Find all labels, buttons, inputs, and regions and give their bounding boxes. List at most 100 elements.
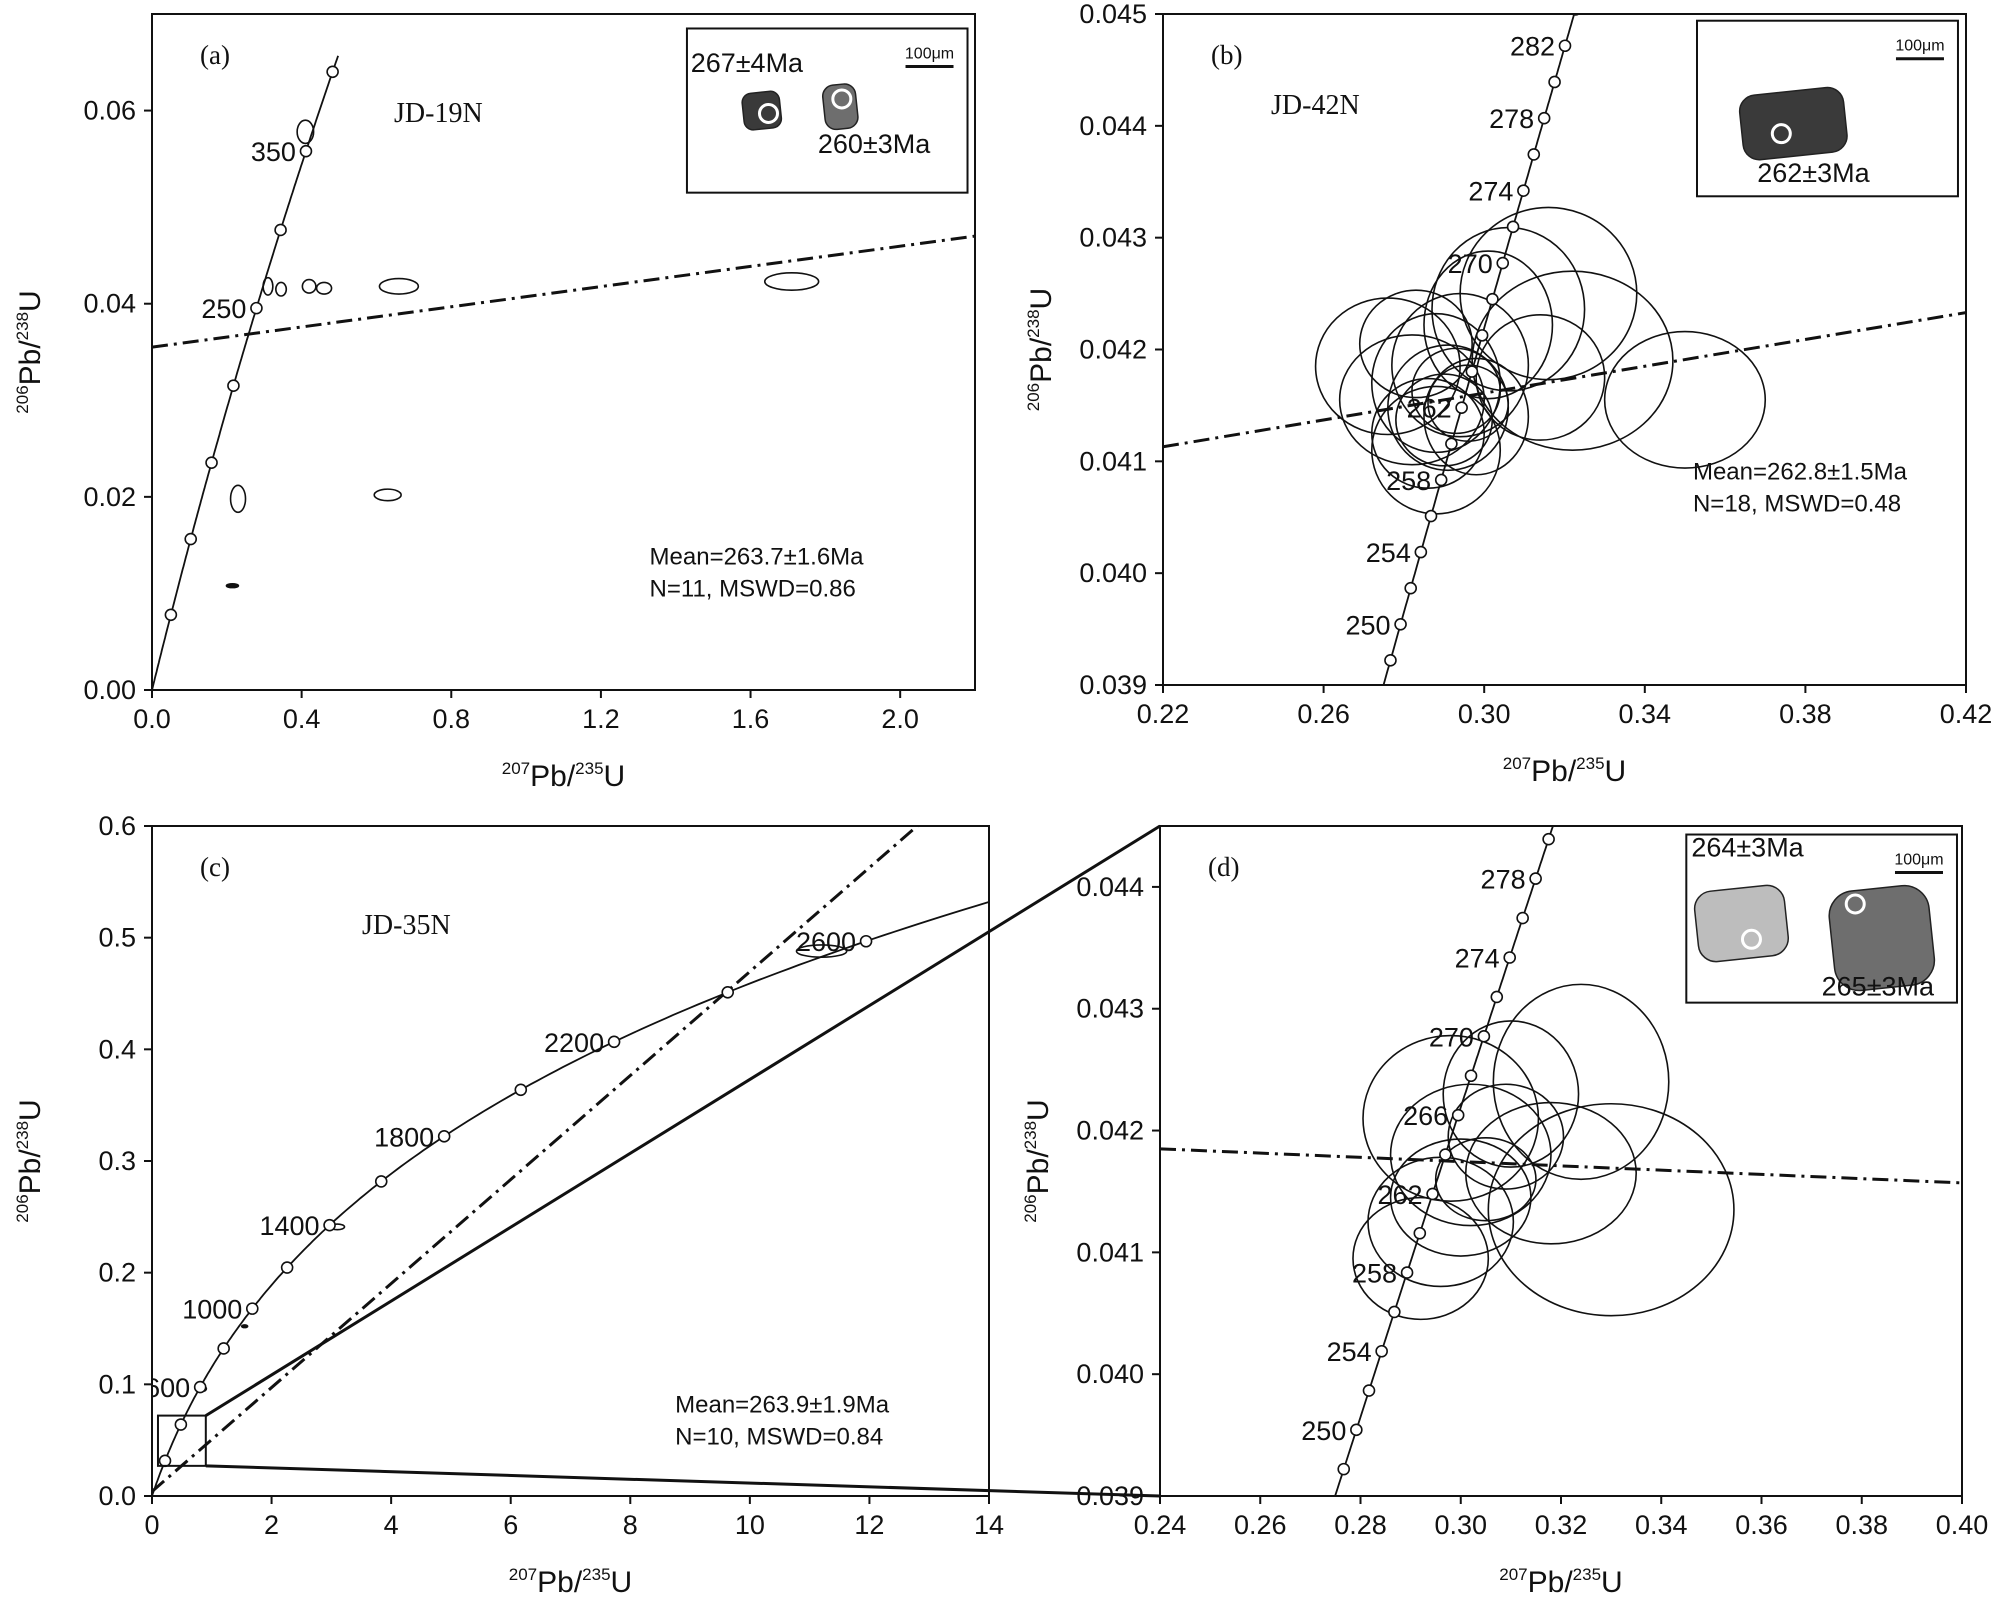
x-tick-label-d: 0.28: [1334, 1510, 1387, 1540]
error-ellipse: [1358, 289, 1473, 399]
error-ellipse: [229, 484, 247, 514]
stats-annotation-line: Mean=262.8±1.5Ma: [1693, 459, 1908, 486]
concordia-curve: [152, 901, 989, 1496]
x-tick-label-c: 10: [735, 1510, 765, 1540]
y-tick-label-c: 0.5: [98, 923, 136, 953]
concordia-age-marker: [184, 532, 198, 546]
grain-age-label: 262±3Ma: [1757, 158, 1870, 188]
sample-name-c: JD-35N: [362, 910, 451, 941]
concordia-age-marker: [250, 301, 263, 315]
x-tick-label-a: 2.0: [881, 704, 919, 734]
stats-annotation-line: N=18, MSWD=0.48: [1693, 491, 1901, 518]
concordia-age-marker: [1486, 292, 1499, 306]
grain-inset-d: 100μm 264±3Ma 265±3Ma: [1685, 832, 1958, 1004]
error-ellipse: [763, 272, 820, 291]
scale-bar-label: 100μm: [905, 45, 954, 62]
error-ellipse: [1442, 1020, 1580, 1168]
concordia-age-marker: [1375, 691, 1386, 702]
y-axis-title-b: 206Pb/238U: [1024, 288, 1058, 411]
error-ellipse: [1464, 1101, 1637, 1245]
concordia-age-marker: [1439, 1148, 1452, 1161]
sample-name-b: JD-42N: [1271, 90, 1360, 121]
concordia-age-label: 266: [1403, 1101, 1448, 1131]
concordia-age-marker: [1350, 1423, 1363, 1437]
concordia-age-marker: [1558, 39, 1572, 53]
y-tick-label-b: 0.043: [1079, 223, 1147, 253]
concordia-age-marker: [217, 1342, 230, 1355]
panel-c: 600 1000 1400 1800 2200 2600 0 2 4 6 8 10 12 14 0.0 0.1…: [13, 811, 1004, 1597]
concordia-age-marker: [1434, 473, 1448, 487]
x-tick-label-d: 0.30: [1434, 1510, 1487, 1540]
x-tick-label-a: 0.4: [283, 704, 321, 734]
grain-inset-b: 100μm 262±3Ma: [1695, 19, 1959, 198]
concordia-age-marker: [437, 1130, 451, 1143]
plot-area-b: 282 278 274 270 262 258 254 250: [1163, 14, 1966, 702]
panel-label-c: (c): [200, 852, 230, 882]
x-tick-label-c: 8: [623, 1510, 638, 1540]
concordia-age-marker: [1542, 832, 1555, 846]
concordia-age-label: 250: [1346, 610, 1391, 640]
concordia-age-marker: [1527, 148, 1541, 161]
zoom-box: [156, 1414, 207, 1467]
concordia-age-marker: [1537, 111, 1551, 125]
concordia-age-marker: [1424, 509, 1438, 523]
zircon-grain: [741, 90, 783, 131]
concordia-age-marker: [205, 456, 218, 469]
x-tick-label-d: 0.24: [1134, 1510, 1187, 1540]
y-tick-label-d: 0.044: [1076, 872, 1144, 902]
concordia-age-marker: [227, 379, 240, 392]
y-tick-label-c: 0.6: [98, 811, 136, 841]
y-tick-label-d: 0.040: [1076, 1359, 1144, 1389]
concordia-age-marker: [1529, 872, 1542, 885]
analysis-spot: [1844, 893, 1866, 915]
x-tick-label-b: 0.34: [1619, 699, 1672, 729]
x-tick-label-c: 4: [384, 1510, 399, 1540]
error-ellipse: [296, 119, 315, 145]
y-axis-title-c: 206Pb/238U: [13, 1099, 47, 1222]
analysis-spot: [1740, 928, 1762, 950]
stats-annotation-line: Mean=263.9±1.9Ma: [675, 1392, 890, 1419]
panel-label-d: (d): [1208, 852, 1239, 882]
error-ellipse: [1362, 1034, 1540, 1203]
x-tick-label-a: 0.8: [432, 704, 470, 734]
concordia-age-marker: [274, 223, 287, 237]
concordia-age-label: 282: [1510, 32, 1555, 62]
error-ellipse: [378, 277, 420, 295]
grain-age-label: 265±3Ma: [1822, 971, 1935, 1001]
x-axis-title-a: 207Pb/235U: [502, 759, 625, 793]
y-tick-label-a: 0.02: [83, 482, 136, 512]
x-tick-label-d: 0.36: [1735, 1510, 1788, 1540]
concordia-curve: [1334, 826, 1554, 1496]
grain-age-label: 264±3Ma: [1691, 832, 1804, 862]
concordia-age-marker: [1375, 1344, 1388, 1358]
concordia-age-label: 250: [1301, 1416, 1346, 1446]
discordia-line: [1163, 311, 1966, 449]
concordia-age-marker: [245, 1302, 259, 1315]
x-tick-label-d: 0.40: [1936, 1510, 1989, 1540]
x-tick-label-d: 0.38: [1835, 1510, 1888, 1540]
discordia-line: [1160, 1147, 1962, 1185]
error-ellipse: [1487, 1102, 1735, 1317]
concordia-age-marker: [1426, 1187, 1439, 1201]
concordia-age-label: 1000: [182, 1295, 242, 1325]
concordia-age-label: 1800: [374, 1122, 434, 1152]
concordia-age-label: 254: [1327, 1337, 1372, 1367]
concordia-age-marker: [299, 144, 313, 158]
scale-bar-label: 100μm: [1895, 38, 1944, 55]
x-axis-title-d: 207Pb/235U: [1499, 1565, 1622, 1597]
error-ellipse: [1471, 270, 1674, 451]
concordia-curve: [152, 55, 339, 690]
concordia-age-marker: [1503, 951, 1517, 964]
concordia-age-marker: [1475, 329, 1489, 342]
concordia-age-marker: [1400, 1266, 1414, 1279]
concordia-age-marker: [1413, 1226, 1427, 1240]
concordia-age-label: 274: [1455, 944, 1500, 974]
concordia-age-marker: [158, 1454, 172, 1468]
plot-area-d: 278 274 270 266 262 258 254 250: [1160, 826, 1962, 1496]
y-tick-label-d: 0.041: [1076, 1237, 1144, 1267]
y-axis-title-d: 206Pb/238U: [1021, 1099, 1055, 1222]
concordia-age-marker: [1517, 184, 1530, 197]
error-ellipse: [1434, 1137, 1537, 1222]
panel-label-a: (a): [200, 40, 230, 70]
panel-a: 350 250 0.0 0.4 0.8 1.2 1.6 2.0 0.00 0.02 0.04 0.06…: [13, 13, 976, 793]
